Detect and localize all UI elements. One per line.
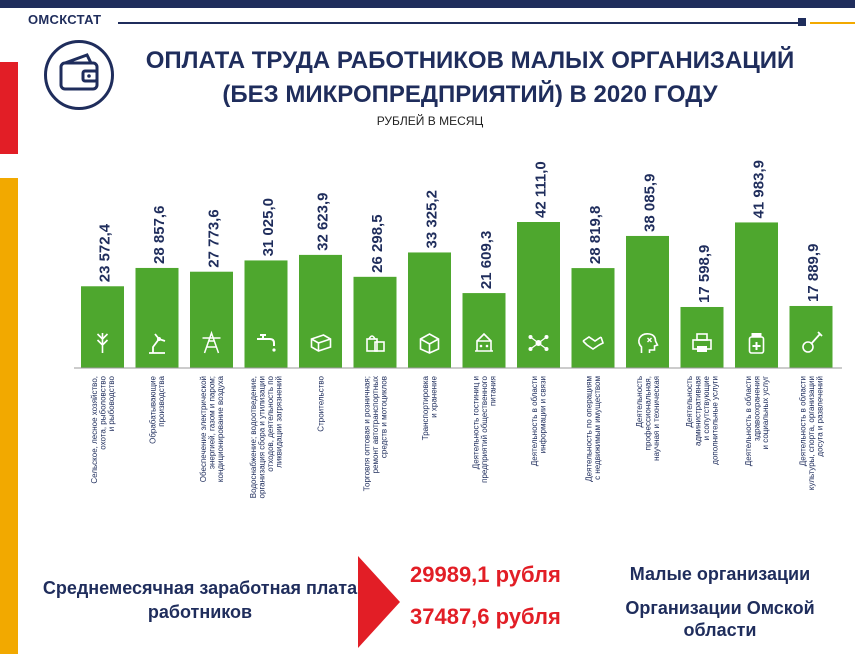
bar-2: [135, 267, 179, 368]
value-label-7: 33 325,2: [424, 190, 441, 248]
power-tower-icon: [202, 330, 221, 354]
value-label-10: 28 819,8: [587, 206, 604, 264]
bricks-icon: [310, 334, 332, 352]
value-label-14: 17 889,9: [805, 244, 822, 302]
value-label-6: 26 298,5: [369, 214, 386, 272]
region-salary: 37487,6 рубля: [410, 604, 561, 629]
value-label-2: 28 857,6: [151, 206, 168, 264]
category-label-5: Строительство: [317, 375, 326, 431]
bar-11: [626, 235, 669, 368]
handshake-icon: [582, 336, 604, 350]
value-label-11: 38 085,9: [642, 174, 659, 232]
bar-10: [571, 268, 615, 368]
category-label-13: Деятельность в областиздравоохраненияи с…: [744, 376, 770, 466]
bar-3: [190, 271, 233, 368]
package-box-icon: [419, 333, 440, 354]
small-org-salary: 29989,1 рубля: [410, 562, 561, 587]
wheat-icon: [96, 333, 109, 353]
value-label-9: 42 111,0: [533, 161, 550, 218]
robot-arm-icon: [149, 333, 166, 354]
header-accent: [810, 22, 855, 24]
category-label-12: Деятельностьадминистративнаяи сопутствую…: [685, 375, 720, 464]
bar-1: [81, 286, 124, 368]
category-label-2: Обрабатывающиепроизводства: [149, 375, 167, 443]
value-label-3: 27 773,6: [206, 209, 223, 267]
category-label-10: Деятельность по операциямс недвижимым им…: [585, 376, 603, 482]
bar-9: [517, 222, 560, 368]
medicine-icon: [748, 333, 765, 354]
region-label: Организации Омской области: [625, 598, 815, 640]
bar-12: [680, 306, 724, 368]
hotel-icon: [475, 332, 493, 352]
printer-icon: [692, 333, 712, 352]
title-line-1: ОПЛАТА ТРУДА РАБОТНИКОВ МАЛЫХ ОРГАНИЗАЦИ…: [145, 47, 795, 74]
value-label-13: 41 983,9: [751, 160, 768, 218]
head-idea-icon: [638, 333, 659, 353]
header-square: [798, 18, 806, 26]
small-org-label: Малые организации: [629, 564, 811, 584]
category-label-9: Деятельность в областиинформации и связи: [530, 376, 548, 466]
faucet-icon: [257, 334, 276, 352]
guitar-icon: [802, 331, 823, 353]
top-bar: [0, 0, 855, 8]
unit-label: РУБЛЕЙ В МЕСЯЦ: [376, 114, 484, 128]
category-label-8: Деятельность гостиниц ипредприятий общес…: [472, 375, 498, 482]
value-label-1: 23 572,4: [97, 223, 114, 282]
value-label-5: 32 623,9: [315, 193, 332, 251]
value-label-4: 31 025,0: [260, 198, 277, 256]
category-label-4: Водоснабжение; водоотведение,организация…: [249, 375, 284, 498]
bar-4: [244, 260, 288, 368]
category-label-14: Деятельность в областикультуры, спорта, …: [799, 376, 825, 490]
value-label-8: 21 609,3: [478, 231, 495, 289]
category-label-3: Обеспечение электрическойэнергией, газом…: [199, 375, 225, 482]
bar-14: [789, 305, 833, 368]
header-rule: [118, 22, 798, 24]
wallet-icon: [44, 40, 114, 110]
bar-5: [299, 254, 342, 368]
network-icon: [528, 335, 549, 351]
value-label-12: 17 598,9: [696, 245, 713, 303]
arrow-icon: [358, 556, 400, 648]
bar-8: [462, 293, 506, 368]
brand-name: ОМСКСТАТ: [28, 12, 102, 27]
side-stripe-yellow: [0, 178, 18, 654]
page-title: ОПЛАТА ТРУДА РАБОТНИКОВ МАЛЫХ ОРГАНИЗАЦИ…: [120, 44, 820, 112]
average-salary-label: Среднемесячная заработная плата работник…: [42, 578, 358, 622]
category-label-11: Деятельностьпрофессиональная,научная и т…: [635, 376, 661, 461]
shopping-bags-icon: [366, 335, 385, 352]
category-label-6: Торговля оптовая и розничная;ремонт авто…: [363, 376, 389, 491]
title-line-2: (БЕЗ МИКРОПРЕДПРИЯТИЙ) В 2020 ГОДУ: [222, 81, 718, 108]
category-label-1: Сельское, лесное хозяйство,охота, рыболо…: [90, 375, 116, 483]
category-label-7: Транспортировкаи хранение: [421, 375, 439, 440]
bar-6: [353, 276, 397, 368]
side-stripe-red: [0, 62, 18, 154]
